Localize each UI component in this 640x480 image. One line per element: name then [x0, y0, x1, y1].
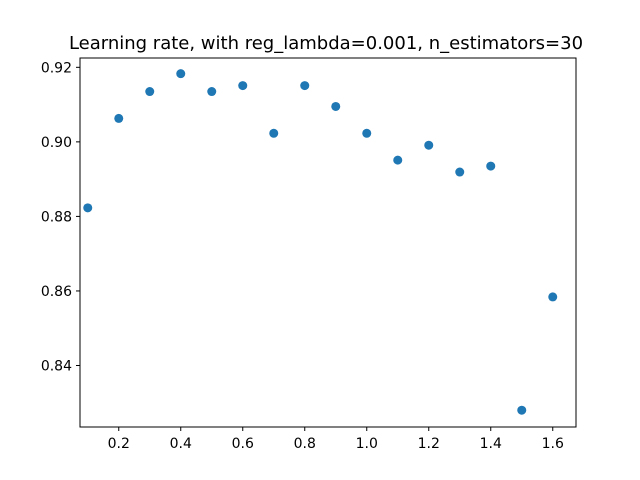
data-point	[424, 140, 434, 150]
plot-area	[79, 57, 577, 428]
data-point	[176, 69, 186, 79]
data-point	[486, 161, 496, 171]
data-point	[145, 87, 155, 97]
data-point	[548, 292, 558, 302]
data-point	[331, 101, 341, 111]
x-tick-label: 1.6	[542, 436, 564, 452]
data-point	[455, 167, 465, 177]
data-point	[269, 128, 279, 138]
data-point	[517, 405, 527, 415]
y-tick-label: 0.84	[41, 359, 72, 375]
chart-title: Learning rate, with reg_lambda=0.001, n_…	[69, 33, 583, 54]
x-axis: 0.2 0.4 0.6 0.8 1.0 1.2 1.4 1.6	[108, 427, 564, 452]
y-tick-label: 0.86	[41, 284, 72, 300]
data-point	[393, 155, 403, 165]
data-point	[238, 81, 248, 91]
x-tick-label: 1.0	[356, 436, 378, 452]
x-tick-label: 0.6	[232, 436, 254, 452]
data-point	[300, 81, 310, 91]
y-tick-label: 0.90	[41, 135, 72, 151]
data-point	[83, 203, 93, 213]
data-point	[362, 128, 372, 138]
y-tick-label: 0.88	[41, 209, 72, 225]
axes-frame	[79, 57, 577, 428]
x-tick-label: 0.8	[294, 436, 316, 452]
x-tick-label: 0.4	[170, 436, 192, 452]
data-points	[83, 69, 558, 415]
x-tick-label: 1.4	[480, 436, 502, 452]
x-tick-label: 1.2	[418, 436, 440, 452]
y-axis: 0.84 0.86 0.88 0.90 0.92	[41, 60, 80, 375]
y-tick-label: 0.92	[41, 60, 72, 76]
data-point	[207, 87, 217, 97]
x-tick-label: 0.2	[108, 436, 130, 452]
data-point	[114, 113, 124, 123]
